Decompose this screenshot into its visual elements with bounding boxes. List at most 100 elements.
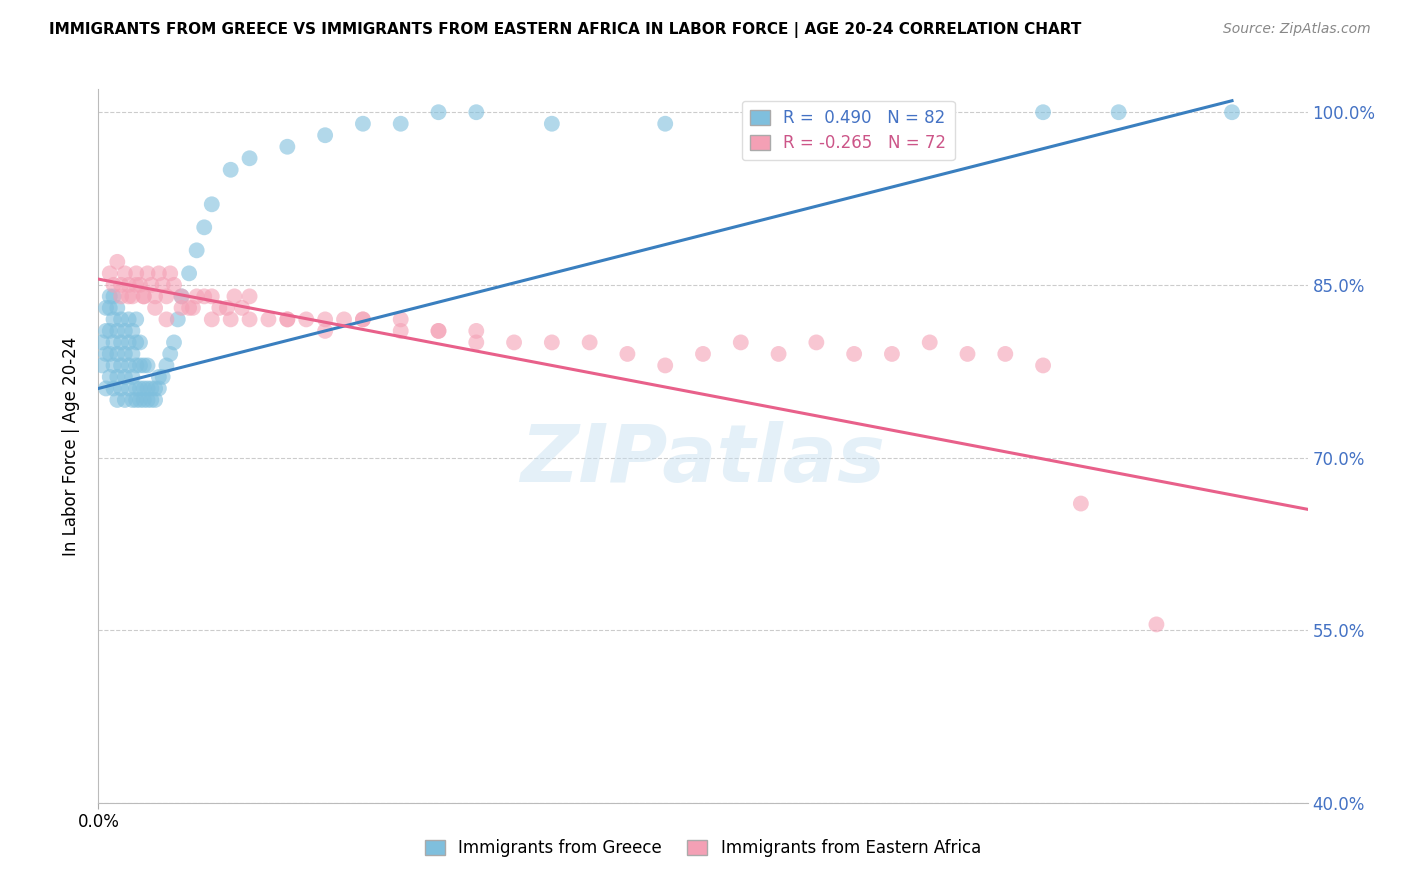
Point: [333, 312, 356, 326]
Point: [170, 301, 193, 315]
Point: [389, 117, 412, 131]
Point: [143, 289, 166, 303]
Point: [159, 266, 181, 280]
Point: [94, 324, 117, 338]
Point: [578, 335, 600, 350]
Point: [114, 370, 136, 384]
Point: [118, 277, 141, 292]
Point: [239, 151, 262, 165]
Point: [98, 347, 121, 361]
Point: [352, 312, 374, 326]
Point: [806, 335, 828, 350]
Point: [143, 381, 166, 395]
Point: [163, 335, 186, 350]
Point: [121, 347, 143, 361]
Point: [114, 324, 136, 338]
Point: [540, 117, 562, 131]
Point: [91, 335, 114, 350]
Point: [118, 359, 141, 373]
Point: [105, 255, 128, 269]
Point: [132, 381, 155, 395]
Point: [730, 335, 752, 350]
Point: [201, 197, 224, 211]
Point: [148, 266, 170, 280]
Point: [103, 277, 125, 292]
Point: [125, 335, 148, 350]
Point: [136, 266, 159, 280]
Point: [118, 289, 141, 303]
Point: [98, 301, 121, 315]
Point: [121, 324, 143, 338]
Point: [201, 312, 224, 326]
Point: [692, 347, 714, 361]
Point: [143, 301, 166, 315]
Point: [352, 117, 374, 131]
Point: [465, 335, 488, 350]
Point: [103, 381, 125, 395]
Point: [132, 359, 155, 373]
Point: [208, 301, 231, 315]
Point: [91, 359, 114, 373]
Point: [159, 347, 181, 361]
Point: [121, 370, 143, 384]
Point: [295, 312, 318, 326]
Point: [1108, 105, 1130, 120]
Point: [170, 289, 193, 303]
Point: [132, 289, 155, 303]
Point: [314, 312, 336, 326]
Point: [121, 289, 143, 303]
Point: [186, 244, 208, 258]
Point: [427, 324, 450, 338]
Point: [880, 347, 903, 361]
Point: [427, 105, 450, 120]
Point: [276, 312, 298, 326]
Point: [105, 370, 128, 384]
Point: [125, 277, 148, 292]
Point: [179, 266, 201, 280]
Point: [768, 347, 790, 361]
Point: [118, 312, 141, 326]
Point: [94, 347, 117, 361]
Point: [114, 347, 136, 361]
Point: [1070, 497, 1092, 511]
Point: [103, 289, 125, 303]
Point: [389, 312, 412, 326]
Point: [239, 289, 262, 303]
Point: [314, 128, 336, 143]
Point: [148, 370, 170, 384]
Point: [1032, 359, 1054, 373]
Point: [114, 266, 136, 280]
Point: [152, 277, 174, 292]
Point: [465, 324, 488, 338]
Point: [181, 301, 204, 315]
Y-axis label: In Labor Force | Age 20-24: In Labor Force | Age 20-24: [62, 336, 80, 556]
Point: [389, 324, 412, 338]
Point: [110, 289, 132, 303]
Point: [193, 289, 215, 303]
Point: [98, 266, 121, 280]
Point: [129, 392, 152, 407]
Point: [125, 266, 148, 280]
Point: [105, 301, 128, 315]
Point: [155, 359, 177, 373]
Point: [1146, 617, 1168, 632]
Point: [118, 381, 141, 395]
Text: IMMIGRANTS FROM GREECE VS IMMIGRANTS FROM EASTERN AFRICA IN LABOR FORCE | AGE 20: IMMIGRANTS FROM GREECE VS IMMIGRANTS FRO…: [49, 22, 1081, 38]
Point: [956, 347, 979, 361]
Point: [132, 289, 155, 303]
Point: [1032, 105, 1054, 120]
Point: [314, 324, 336, 338]
Point: [114, 392, 136, 407]
Point: [136, 392, 159, 407]
Text: ZIPatlas: ZIPatlas: [520, 421, 886, 500]
Point: [193, 220, 215, 235]
Point: [163, 277, 186, 292]
Point: [103, 312, 125, 326]
Point: [141, 392, 163, 407]
Point: [105, 392, 128, 407]
Point: [1220, 105, 1243, 120]
Point: [186, 289, 208, 303]
Point: [219, 162, 242, 177]
Point: [616, 347, 638, 361]
Point: [129, 359, 152, 373]
